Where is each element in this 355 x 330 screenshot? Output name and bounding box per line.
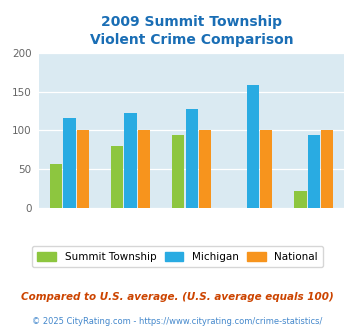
Bar — [260, 130, 272, 208]
Bar — [186, 110, 198, 208]
Bar — [64, 118, 76, 208]
Bar — [111, 146, 124, 208]
Bar — [308, 135, 320, 208]
Legend: Summit Township, Michigan, National: Summit Township, Michigan, National — [32, 247, 323, 267]
Text: Compared to U.S. average. (U.S. average equals 100): Compared to U.S. average. (U.S. average … — [21, 292, 334, 302]
Bar — [50, 164, 62, 208]
Bar — [138, 130, 150, 208]
Bar — [125, 113, 137, 208]
Bar — [321, 130, 333, 208]
Bar — [247, 85, 259, 208]
Bar — [199, 130, 211, 208]
Bar — [294, 191, 307, 208]
Bar — [77, 130, 89, 208]
Title: 2009 Summit Township
Violent Crime Comparison: 2009 Summit Township Violent Crime Compa… — [90, 15, 294, 48]
Bar — [172, 135, 185, 208]
Text: © 2025 CityRating.com - https://www.cityrating.com/crime-statistics/: © 2025 CityRating.com - https://www.city… — [32, 317, 323, 326]
